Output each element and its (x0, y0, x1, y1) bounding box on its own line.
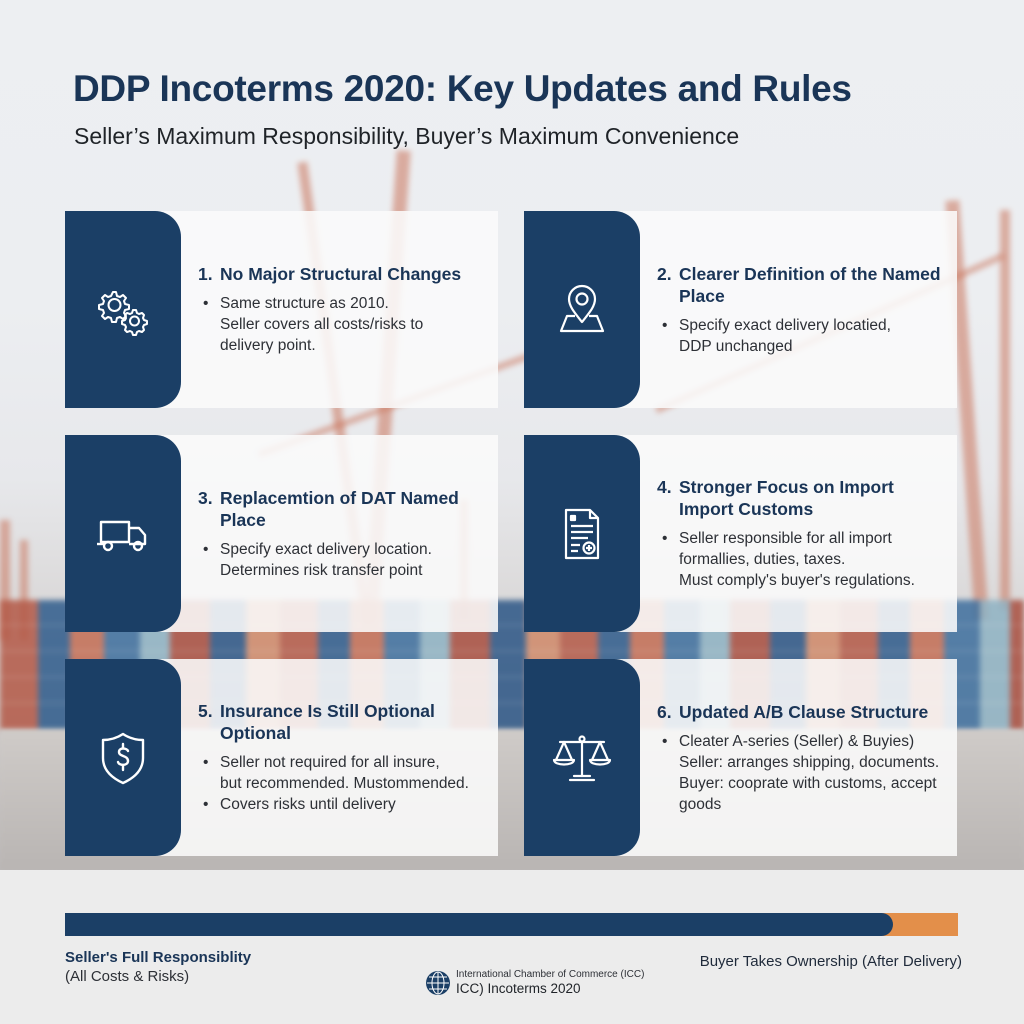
update-card-replacement-of-dat: 3.Replacemtion of DAT Named Place Specif… (65, 435, 498, 632)
card-heading: 4. Stronger Focus on Import Import Custom… (657, 477, 894, 519)
seller-responsibility-label: Seller's Full Responsiblity (All Costs &… (65, 949, 252, 985)
card-content: 4. Stronger Focus on Import Import Custom… (640, 435, 957, 632)
card-bullet: Cleater A-series (Seller) & Buyies) Sell… (657, 731, 941, 815)
update-card-named-place: 2. Clearer Definition of the Named Place … (524, 211, 957, 408)
card-bullet: Covers risks until delivery (198, 794, 482, 815)
customs-document-icon (564, 508, 600, 559)
icc-attribution: International Chamber of Commerce (ICC) … (425, 969, 644, 997)
card-bullet-list: Specify exact delivery location. Determi… (198, 539, 482, 581)
truck-icon (97, 520, 147, 551)
gears-icon (98, 290, 148, 336)
responsibility-bar (65, 913, 958, 936)
card-heading: 3. Replacemtion of DAT Named Place (198, 487, 459, 530)
card-bullet-list: Seller responsible for all import formal… (657, 528, 941, 591)
footer-section (0, 870, 1024, 1024)
card-bullet-list: Same structure as 2010. Seller covers al… (198, 293, 482, 356)
card-content: 3.Replacemtion of DAT Named Place Specif… (181, 435, 498, 632)
card-icon-block (524, 659, 640, 856)
card-bullet: Specify exact delivery location. Determi… (198, 539, 482, 581)
map-pin-icon (559, 284, 605, 332)
card-icon-block (524, 435, 640, 632)
shield-dollar-icon (101, 732, 145, 784)
card-heading: 5. Insurance Is Still Optional Optional (198, 701, 435, 743)
card-bullet: Seller not required for all insure, but … (198, 752, 482, 794)
card-icon-block (65, 211, 181, 408)
scales-icon (552, 734, 612, 781)
card-heading: 6. Updated A/B Clause Structure (657, 701, 929, 722)
buyer-ownership-label: Buyer Takes Ownership (After Delivery) (699, 953, 962, 970)
card-content: 1.No Major Structural Changes Same struc… (181, 211, 498, 408)
card-content: 5.Insurance Is Still Optional Optional S… (181, 659, 498, 856)
page-title: DDP Incoterms 2020: Key Updates and Rule… (73, 68, 852, 109)
icc-globe-logo-icon (426, 971, 450, 995)
update-card-insurance-optional: 5.Insurance Is Still Optional Optional S… (65, 659, 498, 856)
seller-responsibility-segment (65, 913, 893, 936)
card-bullet-list: Seller not required for all insure, but … (198, 752, 482, 815)
card-heading: 2. Clearer Definition of the Named Place (657, 263, 941, 306)
update-card-no-structural-changes: 1.No Major Structural Changes Same struc… (65, 211, 498, 408)
card-bullet: Seller responsible for all import formal… (657, 528, 941, 591)
update-card-ab-clause-structure: 6.Updated A/B Clause Structure Cleater A… (524, 659, 957, 856)
card-bullet-list: Specify exact delivery locatied, DDP unc… (657, 315, 941, 357)
card-content: 6.Updated A/B Clause Structure Cleater A… (640, 659, 957, 856)
card-icon-block (65, 659, 181, 856)
update-card-import-customs: 4. Stronger Focus on Import Import Custom… (524, 435, 957, 632)
card-icon-block (524, 211, 640, 408)
card-content: 2. Clearer Definition of the Named Place … (640, 211, 957, 408)
icc-incoterms-version: ICC) Incoterms 2020 (456, 981, 581, 996)
icc-organization-name: International Chamber of Commerce (ICC) (456, 969, 645, 980)
card-bullet-list: Cleater A-series (Seller) & Buyies) Sell… (657, 731, 941, 815)
card-icon-block (65, 435, 181, 632)
card-heading: 1. No Major Structural Changes (198, 264, 462, 284)
card-bullet: Specify exact delivery locatied, DDP unc… (657, 315, 941, 357)
card-bullet: Same structure as 2010. Seller covers al… (198, 293, 482, 356)
page-subtitle: Seller’s Maximum Responsibility, Buyer’s… (74, 123, 740, 149)
